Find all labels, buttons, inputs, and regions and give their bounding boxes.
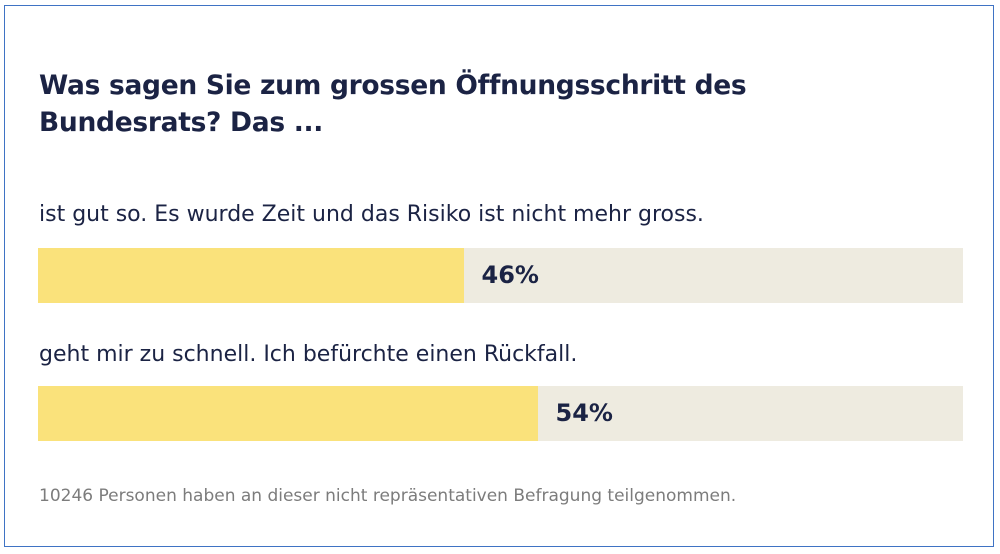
footnote: 10246 Personen haben an dieser nicht rep… [39,486,737,506]
bar-track: 46% [38,248,963,303]
poll-title: Was sagen Sie zum grossen Öffnungsschrit… [39,70,747,138]
bar-fill [38,386,538,441]
option-label: geht mir zu schnell. Ich befürchte einen… [39,342,578,367]
option-label: ist gut so. Es wurde Zeit und das Risiko… [39,202,704,227]
bar-track: 54% [38,386,963,441]
poll-card: Was sagen Sie zum grossen Öffnungsschrit… [4,5,994,547]
data-label: 46% [481,261,539,289]
data-label: 54% [555,399,613,427]
bar-fill [38,248,464,303]
